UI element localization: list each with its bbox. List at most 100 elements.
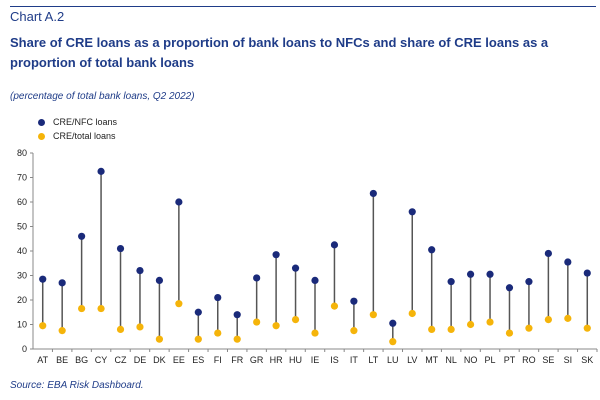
point-cre-total-be bbox=[58, 327, 66, 335]
x-tick-label-lt: LT bbox=[368, 355, 378, 365]
x-tick-label-hr: HR bbox=[270, 355, 283, 365]
x-tick-label-es: ES bbox=[192, 355, 204, 365]
x-tick-label-fr: FR bbox=[231, 355, 243, 365]
point-cre-nfc-is bbox=[330, 241, 339, 249]
point-cre-total-no bbox=[466, 320, 475, 329]
point-cre-nfc-hr bbox=[272, 251, 280, 259]
point-cre-total-mt bbox=[428, 325, 436, 333]
x-tick-label-it: IT bbox=[350, 355, 359, 365]
point-cre-nfc-dk bbox=[155, 276, 164, 284]
x-tick-label-sk: SK bbox=[581, 355, 593, 365]
point-cre-total-lv bbox=[408, 309, 416, 318]
point-cre-total-de bbox=[136, 323, 144, 331]
y-tick-label: 60 bbox=[17, 197, 27, 207]
point-cre-nfc-fr bbox=[233, 311, 241, 319]
point-cre-nfc-pt bbox=[505, 284, 514, 292]
point-cre-nfc-cy bbox=[97, 167, 105, 175]
x-tick-label-bg: BG bbox=[75, 355, 88, 365]
point-cre-total-cy bbox=[97, 304, 105, 313]
point-cre-total-ee bbox=[175, 300, 183, 308]
point-cre-nfc-se bbox=[544, 249, 552, 258]
y-tick-label: 20 bbox=[17, 295, 27, 305]
y-tick-label: 70 bbox=[17, 173, 27, 183]
x-tick-label-be: BE bbox=[56, 355, 68, 365]
y-tick-label: 0 bbox=[22, 344, 27, 354]
point-cre-total-it bbox=[350, 327, 358, 335]
point-cre-nfc-mt bbox=[428, 246, 436, 254]
x-tick-label-fi: FI bbox=[214, 355, 222, 365]
point-cre-nfc-nl bbox=[447, 278, 455, 286]
point-cre-total-cz bbox=[116, 325, 125, 333]
x-tick-label-lv: LV bbox=[407, 355, 417, 365]
x-tick-label-ie: IE bbox=[311, 355, 320, 365]
point-cre-total-sk bbox=[583, 324, 591, 332]
x-tick-label-ee: EE bbox=[173, 355, 185, 365]
legend-dot-cre-total bbox=[38, 132, 45, 140]
point-cre-nfc-it bbox=[350, 297, 358, 305]
top-rule bbox=[10, 6, 596, 7]
x-tick-label-lu: LU bbox=[387, 355, 399, 365]
x-tick-label-no: NO bbox=[464, 355, 478, 365]
legend-label-cre-total: CRE/total loans bbox=[53, 131, 116, 141]
point-cre-total-dk bbox=[155, 335, 164, 343]
point-cre-nfc-bg bbox=[78, 232, 86, 240]
y-tick-label: 30 bbox=[17, 271, 27, 281]
point-cre-total-lt bbox=[369, 311, 377, 319]
point-cre-nfc-pl bbox=[486, 270, 494, 278]
point-cre-nfc-de bbox=[136, 267, 144, 275]
x-tick-label-dk: DK bbox=[153, 355, 166, 365]
point-cre-total-at bbox=[39, 322, 47, 330]
point-cre-nfc-be bbox=[58, 279, 66, 287]
point-cre-nfc-lt bbox=[369, 189, 377, 198]
x-tick-label-is: IS bbox=[330, 355, 339, 365]
x-tick-label-hu: HU bbox=[289, 355, 302, 365]
x-tick-label-se: SE bbox=[542, 355, 554, 365]
point-cre-nfc-ro bbox=[525, 278, 533, 286]
point-cre-nfc-hu bbox=[291, 264, 300, 272]
x-tick-label-nl: NL bbox=[445, 355, 457, 365]
x-tick-label-ro: RO bbox=[522, 355, 536, 365]
point-cre-total-lu bbox=[389, 338, 397, 346]
legend-label-cre-nfc: CRE/NFC loans bbox=[53, 117, 118, 127]
point-cre-total-pt bbox=[505, 329, 514, 337]
point-cre-total-ie bbox=[311, 329, 319, 337]
x-tick-label-mt: MT bbox=[425, 355, 438, 365]
x-tick-label-pl: PL bbox=[485, 355, 496, 365]
point-cre-nfc-ie bbox=[311, 276, 319, 284]
point-cre-total-fr bbox=[233, 335, 241, 343]
point-cre-nfc-cz bbox=[116, 244, 125, 253]
x-tick-label-cy: CY bbox=[95, 355, 108, 365]
chart-label: Chart A.2 bbox=[10, 9, 65, 24]
chart-title: Share of CRE loans as a proportion of ba… bbox=[10, 35, 549, 70]
point-cre-total-es bbox=[194, 335, 202, 343]
point-cre-total-gr bbox=[253, 318, 261, 326]
x-tick-label-cz: CZ bbox=[115, 355, 127, 365]
point-cre-nfc-ee bbox=[175, 198, 183, 206]
legend: CRE/NFC loans CRE/total loans bbox=[38, 115, 117, 143]
point-cre-nfc-no bbox=[466, 270, 475, 278]
point-cre-total-se bbox=[544, 316, 552, 324]
point-cre-total-bg bbox=[78, 304, 86, 313]
x-tick-label-gr: GR bbox=[250, 355, 264, 365]
x-tick-label-si: SI bbox=[564, 355, 573, 365]
point-cre-nfc-fi bbox=[214, 293, 222, 302]
legend-dot-cre-nfc bbox=[38, 118, 45, 126]
x-tick-label-pt: PT bbox=[504, 355, 516, 365]
point-cre-nfc-sk bbox=[583, 269, 591, 277]
y-tick-label: 40 bbox=[17, 246, 27, 256]
point-cre-nfc-at bbox=[39, 275, 47, 283]
point-cre-nfc-lu bbox=[389, 319, 397, 327]
source-note: Source: EBA Risk Dashboard. bbox=[10, 380, 144, 391]
legend-item-cre-total: CRE/total loans bbox=[38, 129, 117, 143]
chart-subtitle: (percentage of total bank loans, Q2 2022… bbox=[10, 91, 195, 102]
point-cre-total-nl bbox=[447, 325, 455, 333]
x-tick-label-de: DE bbox=[134, 355, 147, 365]
point-cre-total-is bbox=[330, 302, 339, 310]
y-tick-label: 10 bbox=[17, 320, 27, 330]
y-tick-label: 50 bbox=[17, 222, 27, 232]
point-cre-total-ro bbox=[525, 324, 533, 332]
y-tick-label: 80 bbox=[17, 148, 27, 158]
point-cre-nfc-es bbox=[194, 308, 202, 316]
point-cre-total-hr bbox=[272, 322, 280, 330]
